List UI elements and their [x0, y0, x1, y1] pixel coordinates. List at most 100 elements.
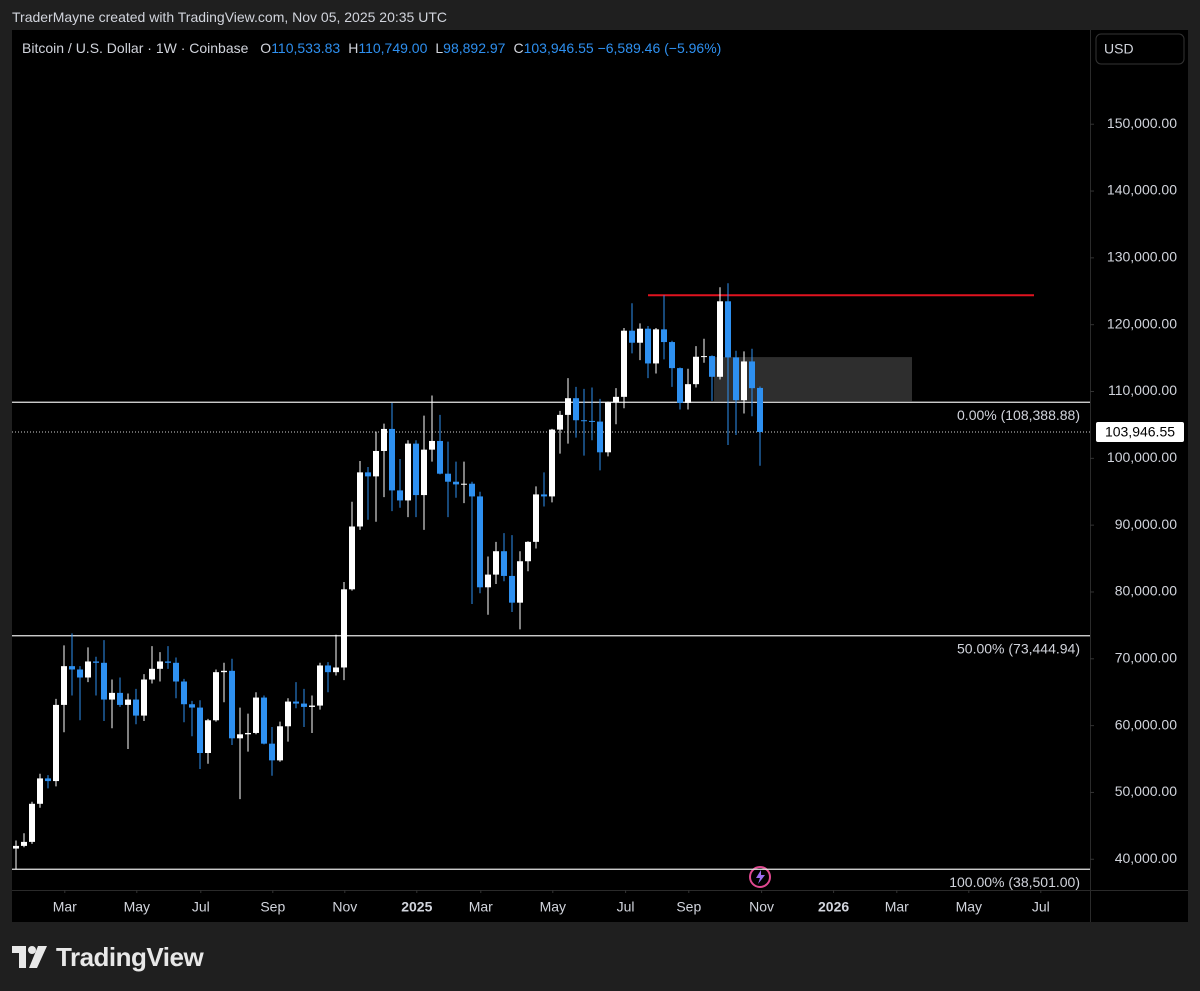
candle-body	[757, 387, 763, 432]
candle-body	[677, 368, 683, 403]
candle-body	[229, 670, 235, 739]
candle-body	[237, 734, 243, 739]
candle-body	[701, 356, 707, 358]
credit: TraderMayne created with TradingView.com…	[12, 9, 447, 25]
candle-body	[469, 483, 475, 497]
candle-body	[517, 561, 523, 603]
x-tick-label: May	[956, 899, 982, 915]
candle-body	[709, 356, 715, 377]
candle-body	[717, 301, 723, 377]
candle-body	[669, 342, 675, 369]
candle-body	[421, 449, 427, 496]
candle-body	[21, 841, 27, 846]
candle-body	[333, 667, 339, 673]
candle-body	[325, 665, 331, 673]
candle-body	[141, 679, 147, 716]
candle-body	[45, 778, 51, 782]
ohlc-value: 110,533.83	[271, 40, 341, 56]
candle-body	[549, 429, 555, 497]
x-tick-label: Sep	[260, 899, 285, 915]
candle-body	[277, 726, 283, 761]
x-tick-label: Mar	[469, 899, 493, 915]
candle-body	[693, 356, 699, 385]
candle-body	[101, 662, 107, 700]
candle-body	[189, 704, 195, 708]
candle-body	[149, 668, 155, 680]
candle-body	[541, 494, 547, 497]
x-tick-label: Jul	[192, 899, 210, 915]
candle-body	[349, 526, 355, 590]
y-tick-label: 40,000.00	[1115, 850, 1177, 866]
ohlc-value: 110,749.00	[358, 40, 428, 56]
candle-body	[245, 732, 251, 735]
candle-body	[389, 428, 395, 491]
candle-body	[429, 440, 435, 450]
candle-body	[317, 665, 323, 706]
candle-body	[109, 692, 115, 700]
candle-body	[261, 697, 267, 744]
candle-body	[221, 670, 227, 673]
symbol: Bitcoin / U.S. Dollar · 1W · Coinbase	[22, 40, 249, 56]
candle-body	[397, 490, 403, 501]
candle-body	[309, 705, 315, 707]
x-tick-label: Nov	[332, 899, 357, 915]
candle-body	[565, 398, 571, 415]
candle-body	[117, 692, 123, 705]
legend-header: Bitcoin / U.S. Dollar · 1W · Coinbase O1…	[22, 40, 721, 56]
brand: TradingView	[56, 942, 204, 972]
candle-body	[197, 707, 203, 754]
x-tick-label: Jul	[1032, 899, 1050, 915]
candle-body	[629, 330, 635, 343]
x-tick-label: Mar	[53, 899, 77, 915]
candle-body	[533, 494, 539, 542]
candle-body	[133, 699, 139, 716]
candle-body	[613, 396, 619, 403]
y-tick-label: 90,000.00	[1115, 516, 1177, 532]
x-tick-label: Sep	[676, 899, 701, 915]
candle-body	[509, 575, 515, 603]
candle-body	[525, 541, 531, 562]
candle-body	[661, 329, 667, 343]
candle-body	[733, 357, 739, 401]
candle-body	[13, 845, 19, 849]
ohlc-key: C	[513, 40, 524, 56]
currency[interactable]: USD	[1104, 41, 1134, 57]
candle-body	[405, 443, 411, 501]
x-tick-label: Mar	[885, 899, 909, 915]
candle-body	[37, 778, 43, 804]
candle-body	[725, 301, 731, 358]
x-tick-label: Nov	[749, 899, 774, 915]
candle-body	[53, 704, 59, 782]
price-axis-background	[1091, 30, 1188, 922]
fib-label: 100.00% (38,501.00)	[949, 874, 1080, 890]
ohlc-value: 103,946.55	[523, 40, 594, 56]
candle-body	[445, 473, 451, 482]
candle-body	[85, 661, 91, 678]
fib-label: 50.00% (73,444.94)	[957, 640, 1080, 656]
currency-button[interactable]	[1095, 33, 1185, 65]
candle-body	[501, 551, 507, 576]
candle-body	[597, 421, 603, 453]
logo-mark	[12, 946, 47, 968]
candle-body	[181, 681, 187, 705]
candle-body	[285, 701, 291, 727]
candle-body	[205, 720, 211, 754]
y-tick-label: 80,000.00	[1115, 583, 1177, 599]
candle-body	[269, 743, 275, 761]
candle-body	[341, 589, 347, 668]
ohlc-value: 98,892.97	[443, 40, 506, 56]
candle-body	[485, 574, 491, 588]
candle-body	[125, 699, 131, 705]
candle-body	[77, 669, 83, 678]
candle-body	[493, 551, 499, 575]
candle-body	[645, 328, 651, 364]
assistant-icon[interactable]	[749, 866, 771, 888]
candle-body	[301, 703, 307, 707]
x-tick-label: May	[124, 899, 150, 915]
candle-body	[373, 450, 379, 477]
y-tick-label: 70,000.00	[1115, 649, 1177, 665]
x-tick-label: May	[540, 899, 566, 915]
x-tick-label: Jul	[617, 899, 635, 915]
